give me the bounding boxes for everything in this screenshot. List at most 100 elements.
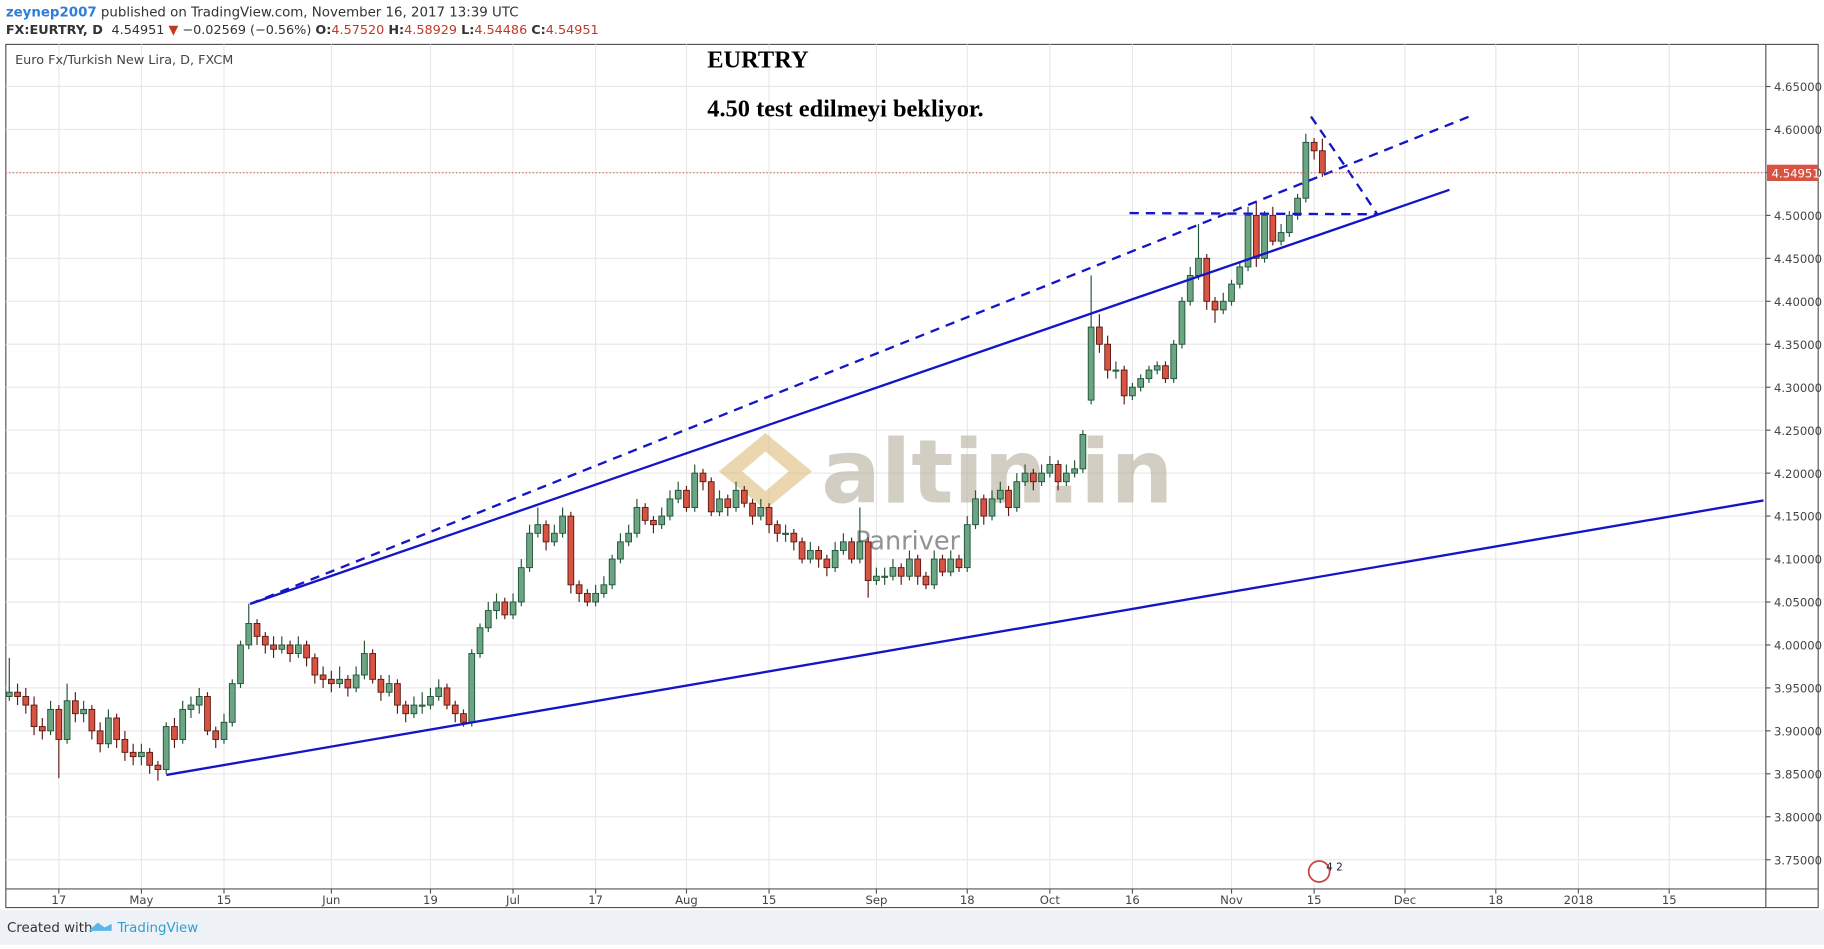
- candle-body: [1302, 141, 1310, 199]
- candle-body: [906, 558, 913, 577]
- last-price-tag: [1767, 164, 1819, 181]
- candle-body: [765, 507, 773, 526]
- candle-body: [1013, 481, 1021, 508]
- change: −0.02569 (−0.56%): [182, 23, 311, 38]
- candle-body: [922, 575, 930, 586]
- candle-body: [881, 575, 889, 578]
- candle-body: [303, 644, 310, 659]
- y-tick-label: 4.15000: [1774, 510, 1822, 524]
- footer-created: Created with: [7, 921, 92, 936]
- x-tick-label: Dec: [1394, 893, 1417, 907]
- watermark-sub: Panriver: [855, 526, 961, 556]
- candle-body: [782, 532, 789, 535]
- candle-body: [939, 558, 946, 573]
- candle-body: [138, 751, 145, 758]
- candle-body: [311, 657, 319, 676]
- watermark: altin.in: [821, 421, 1173, 524]
- footer-brand[interactable]: TradingView: [116, 921, 198, 936]
- chart-title: Euro Fx/Turkish New Lira, D, FXCM: [15, 53, 233, 68]
- candle-body: [443, 687, 451, 706]
- candle-body: [1062, 472, 1070, 483]
- candle-body: [889, 567, 897, 577]
- candle-body: [963, 524, 971, 569]
- candle-body: [38, 726, 46, 732]
- candle-body: [468, 653, 476, 723]
- y-tick-label: 4.25000: [1774, 424, 1822, 438]
- candle-body: [460, 713, 467, 723]
- candle-body: [526, 532, 533, 569]
- axes: 3.75000 3.80000 3.85000 3.90000 3.95000 4.000…: [5, 80, 1822, 907]
- candle-body: [790, 532, 798, 543]
- candle-body: [617, 541, 624, 560]
- o: 4.57520: [331, 23, 384, 38]
- candle-body: [402, 704, 410, 715]
- y-tick-label: 4.50000: [1774, 209, 1822, 223]
- candle-body: [584, 592, 591, 603]
- x-tick-label: Jun: [321, 893, 340, 907]
- candle-body: [1087, 326, 1095, 401]
- candle-body: [625, 532, 633, 543]
- candle-body: [840, 541, 847, 551]
- candle-body: [658, 515, 666, 526]
- candle-body: [253, 623, 261, 637]
- candle-body: [740, 489, 748, 504]
- drawings: [166, 113, 1764, 777]
- events-badge[interactable]: 4 2: [1326, 861, 1343, 873]
- candle-body: [328, 678, 335, 685]
- trendline-dashed: [249, 113, 1476, 606]
- candle-body: [1046, 464, 1054, 474]
- candle-body: [47, 708, 54, 732]
- candle-body: [187, 704, 195, 710]
- candle-body: [848, 541, 855, 560]
- candle-body: [369, 653, 377, 680]
- candle-body: [336, 678, 343, 685]
- candle-body: [270, 644, 277, 650]
- candle-body: [394, 683, 401, 706]
- candle-body: [947, 558, 955, 573]
- candle-body: [1269, 214, 1277, 242]
- candle-body: [773, 524, 781, 534]
- candle-body: [831, 549, 839, 569]
- candle-body: [674, 489, 682, 500]
- o-label: O:: [315, 23, 331, 38]
- h-label: H:: [388, 23, 404, 38]
- x-tick-label: 2018: [1564, 893, 1594, 907]
- user[interactable]: zeynep2007: [6, 6, 97, 21]
- y-tick-label: 4.45000: [1774, 252, 1822, 266]
- candle-body: [22, 696, 30, 706]
- events-icon[interactable]: [1307, 860, 1331, 883]
- candle-body: [1178, 300, 1186, 345]
- candle-body: [1153, 365, 1161, 371]
- brand-icon: [88, 922, 112, 931]
- y-tick-label: 3.95000: [1774, 682, 1822, 696]
- candle-body: [1112, 369, 1120, 372]
- candle-body: [856, 541, 864, 560]
- candle-body: [162, 726, 170, 770]
- candle-body: [385, 683, 393, 693]
- candle-body: [71, 700, 79, 715]
- candle-body: [220, 721, 228, 740]
- y-tick-label: 4.35000: [1774, 338, 1822, 352]
- candle-body: [14, 691, 21, 697]
- candle-body: [732, 489, 740, 508]
- candle-body: [1054, 464, 1062, 483]
- candle-body: [410, 704, 418, 715]
- y-tick-label: 4.60000: [1774, 123, 1822, 137]
- chart-frame: [5, 43, 1819, 909]
- candle-body: [955, 558, 963, 569]
- candle-body: [724, 498, 732, 508]
- candle-body: [1294, 197, 1301, 216]
- candle-body: [716, 498, 723, 513]
- candle-body: [914, 558, 922, 577]
- x-tick-label: Nov: [1220, 893, 1243, 907]
- last-price-label: 4.54951: [1772, 167, 1820, 181]
- symbol: FX:EURTRY, D: [6, 23, 103, 38]
- candle-body: [1005, 489, 1012, 508]
- header-line: zeynep2007 published on TradingView.com,…: [6, 6, 519, 21]
- candle-body: [666, 498, 674, 517]
- candle-body: [501, 601, 509, 616]
- x-tick-label: 18: [960, 893, 975, 907]
- candle-body: [418, 704, 426, 707]
- candle-body: [815, 549, 822, 560]
